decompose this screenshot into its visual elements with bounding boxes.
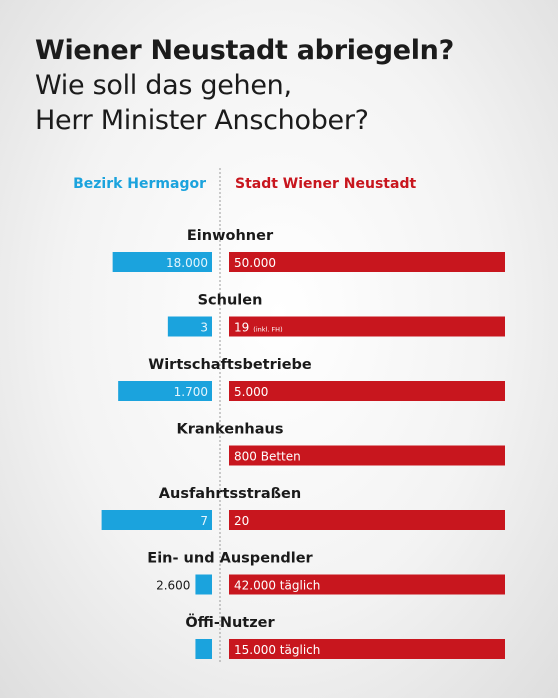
headline: Wiener Neustadt abriegeln? Wie soll das … (35, 34, 454, 138)
category-label: Wirtschaftsbetriebe (148, 357, 312, 373)
headline-subtitle-line-1: Wie soll das gehen, (35, 70, 292, 101)
headline-title: Wiener Neustadt abriegeln? (35, 35, 454, 66)
bar-right-value: 50.000 (234, 256, 276, 270)
bar-right-value: 5.000 (234, 385, 268, 399)
bar-right (229, 574, 505, 595)
bar-right-value: 20 (234, 514, 249, 528)
legend-left-series: Bezirk Hermagor (73, 176, 206, 192)
bar-right (229, 252, 505, 272)
bar-left (118, 381, 212, 401)
bar-left (101, 510, 212, 530)
bar-right (229, 639, 505, 659)
bar-right-annotation: (inkl. FH) (253, 326, 282, 334)
bar-right (229, 316, 505, 337)
category-label: Schulen (198, 293, 263, 309)
bar-right (229, 445, 505, 466)
headline-subtitle-line-2: Herr Minister Anschober? (35, 105, 369, 136)
bar-left (195, 574, 212, 595)
category-label: Einwohner (187, 228, 274, 244)
bar-right-value: 800 Betten (234, 450, 301, 464)
bar-right (229, 510, 505, 530)
bar-left-value: 18.000 (166, 256, 208, 270)
legend-right-series: Stadt Wiener Neustadt (235, 176, 416, 192)
category-label: Krankenhaus (177, 422, 284, 438)
bar-left-value: 1.700 (174, 385, 208, 399)
category-label: Öffi-Nutzer (185, 613, 275, 631)
category-label: Ein- und Auspendler (147, 551, 313, 567)
bar-right (229, 381, 505, 401)
bar-left-value: 3 (200, 321, 208, 335)
bar-right-value: 42.000 täglich (234, 579, 320, 593)
bar-left (112, 252, 212, 272)
bar-left (195, 639, 212, 659)
bar-right-value: 15.000 täglich (234, 643, 320, 657)
bar-left-value: 7 (200, 514, 208, 528)
bar-left (167, 316, 212, 337)
category-label: Ausfahrtsstraßen (159, 486, 301, 502)
bar-left-value: 2.600 (156, 579, 190, 593)
